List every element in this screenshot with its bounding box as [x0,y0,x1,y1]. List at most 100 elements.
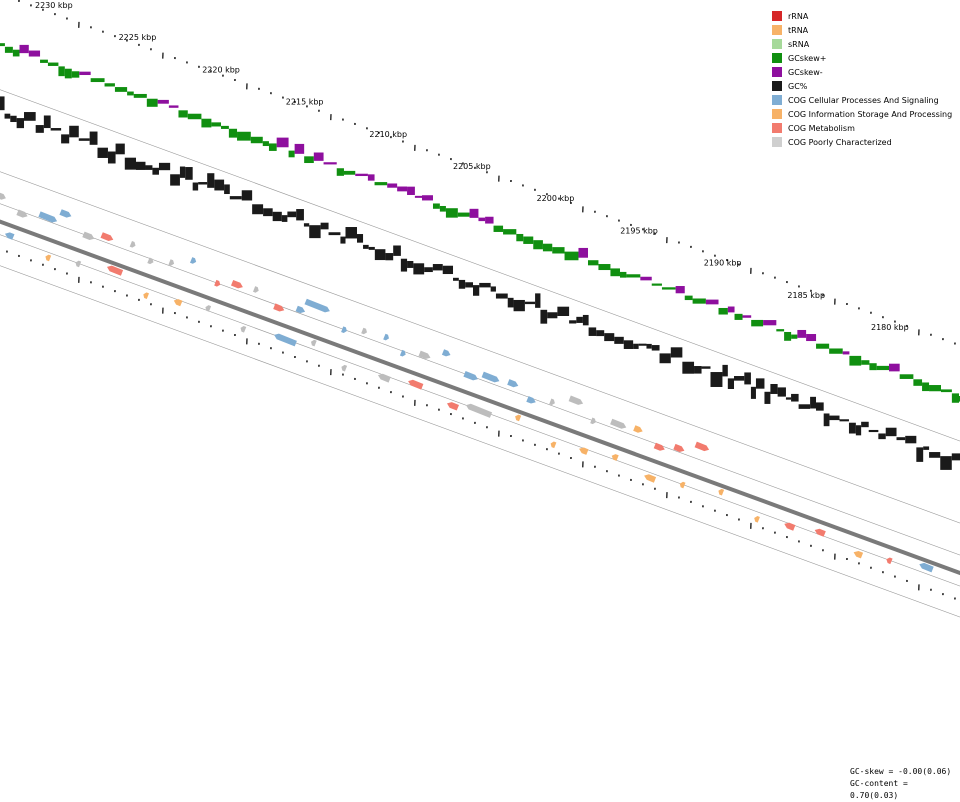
gc-skew-plus-bar [5,47,13,53]
gc-skew-plus-bar [433,203,440,208]
gc-content-bar [810,397,816,409]
gc-skew-minus-bar [470,209,479,218]
gc-skew-plus-bar [533,240,543,249]
gc-content-bar [856,425,861,435]
gene-arrow [695,442,710,452]
gene-arrow [59,209,71,217]
gene-arrow [205,305,211,312]
gc-content-bar [357,234,363,243]
gc-content-bar [108,152,116,164]
gene-arrow [463,371,478,380]
kbp-label: 2225 kbp [119,33,157,42]
gc-content-bar [778,387,786,396]
gene-arrow [214,280,220,287]
gene-arrow [466,404,492,418]
gc-content-bar [646,344,651,349]
gc-skew-minus-bar [368,174,375,180]
gene-arrow [274,334,297,347]
gc-skew-plus-bar [458,213,470,217]
gc-skew-plus-bar [626,274,640,277]
gene-arrow [361,328,367,335]
gc-content-bar [923,446,929,449]
gc-content-bar [589,327,597,336]
kbp-label: 2180 kbp [871,323,909,332]
gc-content-bar [44,115,51,128]
legend-item-rrna: rRNA [772,9,952,23]
gc-content-bar [273,212,282,221]
gc-content-bar [61,134,69,143]
gc-content-bar [369,247,375,250]
gc-skew-plus-bar [134,94,147,98]
gene-arrow [442,349,451,356]
gc-skew-plus-bar [201,119,211,128]
kbp-label: 2205 kbp [453,162,491,171]
gene-arrow [718,489,724,496]
gc-content-bar [443,266,453,274]
gene-arrow [886,558,892,565]
kbp-label: 2220 kbp [202,65,240,74]
gc-content-bar [230,196,242,199]
gc-content-bar [886,428,897,436]
gc-skew-minus-bar [676,286,685,293]
gene-arrow [130,241,136,248]
gc-content-bar [569,320,576,323]
kbp-label: 2210 kbp [369,130,407,139]
kbp-label: 2230 kbp [35,1,73,10]
gc-content-bar [929,452,940,458]
gc-skew-stat: GC-skew = -0.00(0.06) [850,766,960,778]
gc-skew-plus-bar [494,226,504,232]
gc-skew-plus-bar [685,296,693,300]
gc-content-bar [496,294,508,299]
gene-arrow [341,326,347,333]
cog-poorly-swatch-icon [772,137,782,147]
gc-skew-minus-bar [397,187,407,192]
legend-label: GCskew- [788,68,823,77]
gc-content-bar [207,173,214,188]
gc-skew-minus-bar [324,162,337,164]
gc-skew-plus-bar [263,141,269,146]
gene-arrow [507,379,518,387]
gc-content-bar [433,264,443,270]
gene-arrow [241,326,247,333]
gc-content-bar [671,347,683,357]
gc-content-bar [407,261,413,268]
gc-content-bar [547,312,557,318]
gc-content-bar [479,283,490,287]
gc-content-bar [465,282,473,287]
legend-label: COG Metabolism [788,124,855,133]
gc-skew-plus-bar [719,308,728,315]
legend-item-cog-information: COG Information Storage And Processing [772,107,952,121]
gc-skew-plus-bar [662,287,676,289]
gc-content-bar [728,378,734,389]
track-guide-line [0,168,960,527]
gc-content-bar [473,285,479,296]
gc-content-bar [816,402,824,410]
gc-skew-minus-bar [20,45,29,53]
gc-content-bar [514,300,525,311]
legend-label: tRNA [788,26,808,35]
gene-arrow [408,380,423,390]
gc-skew-plus-bar [446,208,458,217]
gene-arrow [551,442,557,449]
gcskew-plus-swatch-icon [772,53,782,63]
gene-arrow [754,516,760,523]
gene-arrow [854,551,864,558]
gc-content-bar [734,376,744,381]
gc-skew-plus-bar [861,360,869,365]
gc-content-bar [170,174,180,185]
gene-arrow [549,399,555,406]
gene-arrow [253,286,259,293]
gc-skew-plus-bar [516,234,523,241]
gene-arrow [383,334,389,341]
gc-content-bar [583,315,589,325]
gc-skew-plus-bar [791,335,797,339]
gc-content-bar [145,165,152,170]
gene-arrow [515,415,521,422]
gene-arrow [296,306,306,313]
gc-content-bar [694,366,702,374]
gc-content-bar [525,302,535,304]
gc-content-bar [722,365,727,377]
gc-skew-minus-bar [728,307,735,313]
legend-item-cog-metabolism: COG Metabolism [772,121,952,135]
gene-arrow [644,474,656,482]
